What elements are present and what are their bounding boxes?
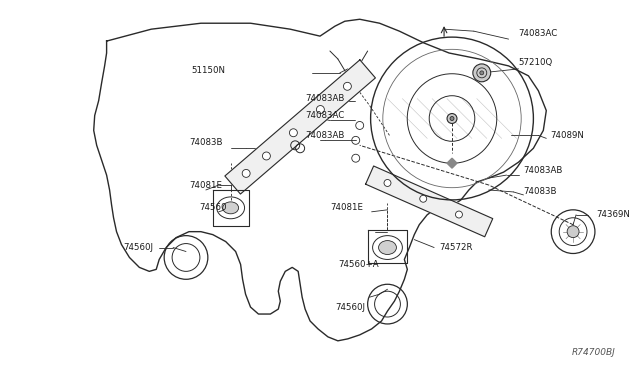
Text: R74700BJ: R74700BJ xyxy=(572,348,616,357)
Circle shape xyxy=(420,195,427,202)
Text: 74083AB: 74083AB xyxy=(305,131,344,140)
Polygon shape xyxy=(365,166,493,237)
Text: 74089N: 74089N xyxy=(550,131,584,140)
Circle shape xyxy=(480,71,484,75)
Circle shape xyxy=(262,152,270,160)
Text: 74083AB: 74083AB xyxy=(524,166,563,174)
Text: 74560J: 74560J xyxy=(335,302,365,312)
Text: 74560: 74560 xyxy=(199,203,227,212)
Text: 74083AB: 74083AB xyxy=(305,94,344,103)
Circle shape xyxy=(242,169,250,177)
Text: 74083AC: 74083AC xyxy=(305,111,344,120)
Circle shape xyxy=(447,113,457,124)
Polygon shape xyxy=(447,158,457,168)
Circle shape xyxy=(567,226,579,238)
Circle shape xyxy=(316,106,324,113)
Text: 74083AC: 74083AC xyxy=(518,29,557,38)
Polygon shape xyxy=(225,60,376,194)
Circle shape xyxy=(384,180,391,186)
Text: 57210Q: 57210Q xyxy=(518,58,553,67)
Text: 74560+A: 74560+A xyxy=(338,260,378,269)
Text: 74572R: 74572R xyxy=(439,243,472,252)
Circle shape xyxy=(456,211,463,218)
Text: 74083B: 74083B xyxy=(189,138,223,147)
Text: 74560J: 74560J xyxy=(124,243,154,252)
Text: 51150N: 51150N xyxy=(192,66,226,76)
Text: 74083B: 74083B xyxy=(524,187,557,196)
Circle shape xyxy=(450,116,454,121)
Text: 74081E: 74081E xyxy=(189,180,222,189)
Ellipse shape xyxy=(378,241,396,254)
Circle shape xyxy=(344,82,351,90)
Ellipse shape xyxy=(223,202,239,214)
Text: 74081E: 74081E xyxy=(330,203,363,212)
Text: 74369N: 74369N xyxy=(596,210,630,219)
Circle shape xyxy=(289,129,298,137)
Circle shape xyxy=(473,64,491,82)
